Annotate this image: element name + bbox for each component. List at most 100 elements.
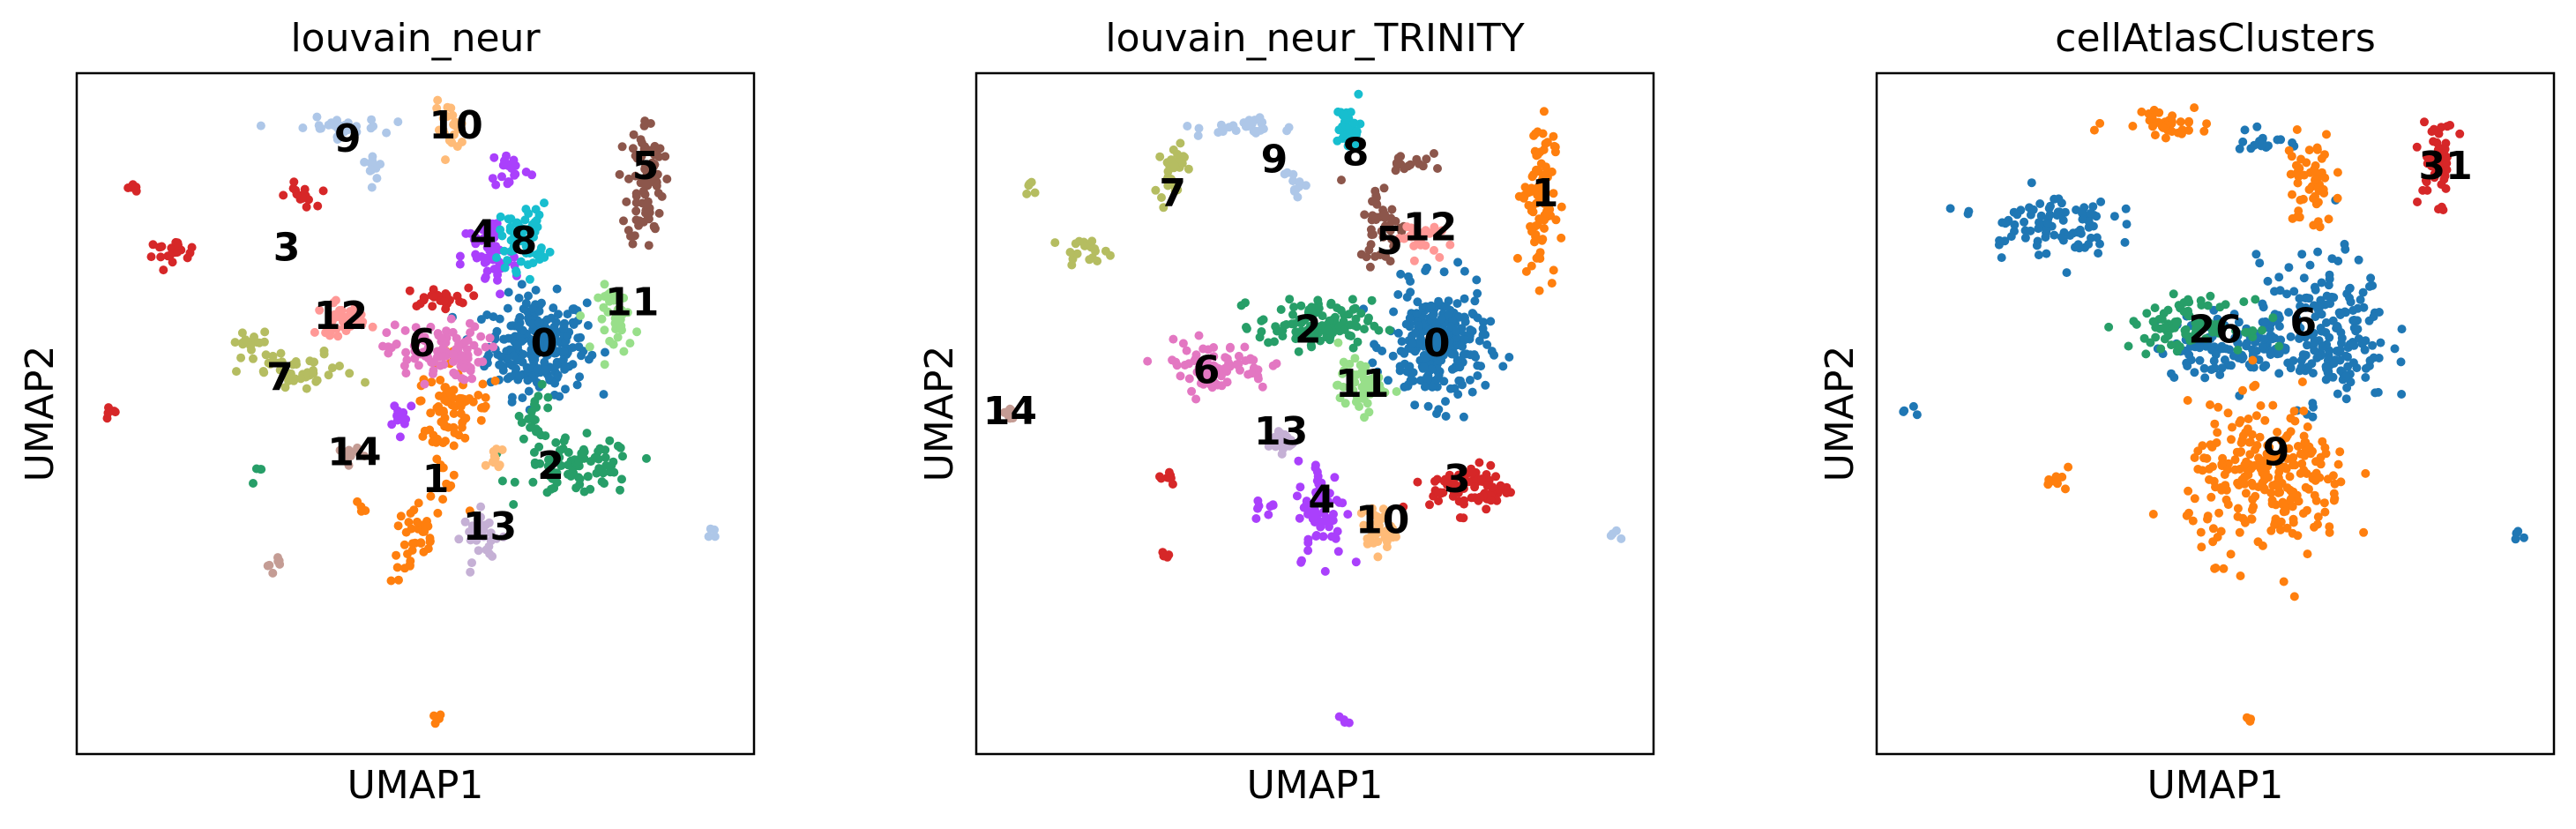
data-point bbox=[2240, 125, 2250, 135]
data-point bbox=[1008, 414, 1018, 423]
data-point bbox=[2199, 363, 2209, 373]
data-point bbox=[449, 470, 459, 480]
data-point bbox=[527, 336, 537, 345]
data-point bbox=[277, 360, 287, 370]
data-point bbox=[1169, 161, 1179, 170]
data-point bbox=[419, 547, 429, 556]
data-point bbox=[521, 205, 531, 214]
data-point bbox=[1450, 479, 1460, 489]
data-point bbox=[2064, 462, 2073, 472]
data-point bbox=[2320, 173, 2330, 183]
data-point bbox=[356, 502, 366, 512]
data-point bbox=[619, 347, 629, 356]
data-point bbox=[1319, 489, 1329, 498]
data-point bbox=[367, 115, 377, 124]
data-point bbox=[334, 126, 344, 136]
data-point bbox=[2303, 505, 2311, 515]
data-point bbox=[318, 186, 328, 196]
data-point bbox=[482, 232, 491, 242]
data-point bbox=[358, 317, 368, 326]
data-point bbox=[2104, 322, 2114, 332]
data-point bbox=[528, 477, 538, 487]
data-point bbox=[365, 166, 375, 176]
data-point bbox=[1183, 122, 1192, 131]
data-point bbox=[1280, 169, 1289, 179]
data-point bbox=[1264, 442, 1273, 451]
data-point bbox=[1370, 511, 1379, 519]
data-point bbox=[1464, 477, 1474, 487]
data-point bbox=[2195, 355, 2205, 365]
data-point bbox=[2361, 468, 2371, 478]
data-point bbox=[509, 155, 519, 165]
data-point bbox=[503, 303, 512, 313]
data-point bbox=[2268, 400, 2278, 410]
data-point bbox=[360, 452, 370, 461]
data-point bbox=[551, 437, 561, 447]
data-point bbox=[2246, 714, 2256, 724]
data-point bbox=[2321, 317, 2331, 327]
data-point bbox=[2235, 527, 2244, 537]
data-point bbox=[2366, 273, 2376, 283]
data-point bbox=[360, 157, 370, 167]
data-point bbox=[2193, 465, 2203, 474]
data-point bbox=[1270, 432, 1280, 442]
data-point bbox=[1364, 313, 1373, 323]
data-point bbox=[1531, 232, 1541, 242]
data-point bbox=[1547, 279, 1557, 288]
data-point bbox=[1168, 355, 1177, 365]
data-point bbox=[249, 479, 258, 488]
data-point bbox=[1368, 358, 1378, 368]
data-point bbox=[2361, 336, 2371, 346]
data-point bbox=[366, 123, 376, 133]
data-point bbox=[433, 508, 443, 518]
data-point bbox=[583, 321, 593, 330]
data-point bbox=[2251, 250, 2261, 259]
data-point bbox=[1314, 479, 1324, 489]
data-point bbox=[273, 553, 282, 563]
cluster-label-2: 2 bbox=[537, 444, 564, 489]
data-point bbox=[2273, 428, 2282, 437]
data-point bbox=[552, 336, 562, 346]
cluster-14-points bbox=[263, 443, 370, 578]
data-point bbox=[329, 298, 339, 308]
data-point bbox=[2289, 592, 2299, 601]
data-point bbox=[437, 344, 447, 354]
data-point bbox=[540, 365, 549, 375]
data-point bbox=[2324, 280, 2333, 290]
data-point bbox=[2086, 209, 2095, 218]
data-point bbox=[1333, 547, 1343, 556]
data-point bbox=[465, 506, 474, 516]
data-point bbox=[2242, 339, 2251, 348]
data-point bbox=[2309, 220, 2318, 230]
cluster-8-points bbox=[492, 198, 555, 284]
data-point bbox=[426, 408, 436, 418]
data-point bbox=[497, 361, 507, 370]
cluster-label-10: 10 bbox=[1355, 498, 1409, 543]
cluster-label-10: 10 bbox=[429, 103, 482, 148]
data-point bbox=[2190, 103, 2199, 113]
data-point bbox=[2089, 125, 2099, 135]
data-point bbox=[489, 153, 499, 162]
data-point bbox=[1374, 325, 1384, 335]
data-point bbox=[530, 217, 540, 227]
data-point bbox=[2206, 400, 2214, 409]
data-point bbox=[1318, 532, 1328, 541]
data-point bbox=[1352, 141, 1362, 151]
data-point bbox=[1159, 551, 1169, 561]
data-point bbox=[517, 280, 526, 289]
data-point bbox=[1449, 488, 1459, 497]
data-point bbox=[1232, 360, 1242, 370]
data-point bbox=[2275, 452, 2285, 461]
data-point bbox=[401, 347, 411, 357]
data-point bbox=[347, 310, 357, 320]
data-point bbox=[531, 205, 541, 214]
data-point bbox=[312, 112, 322, 122]
data-point bbox=[309, 369, 318, 378]
data-point bbox=[1447, 364, 1457, 374]
data-point bbox=[2094, 249, 2103, 258]
data-point bbox=[549, 348, 559, 358]
cluster-label-2: 2 bbox=[1295, 307, 1322, 352]
data-point bbox=[1370, 340, 1379, 349]
data-point bbox=[509, 500, 519, 509]
data-point bbox=[1452, 299, 1462, 309]
